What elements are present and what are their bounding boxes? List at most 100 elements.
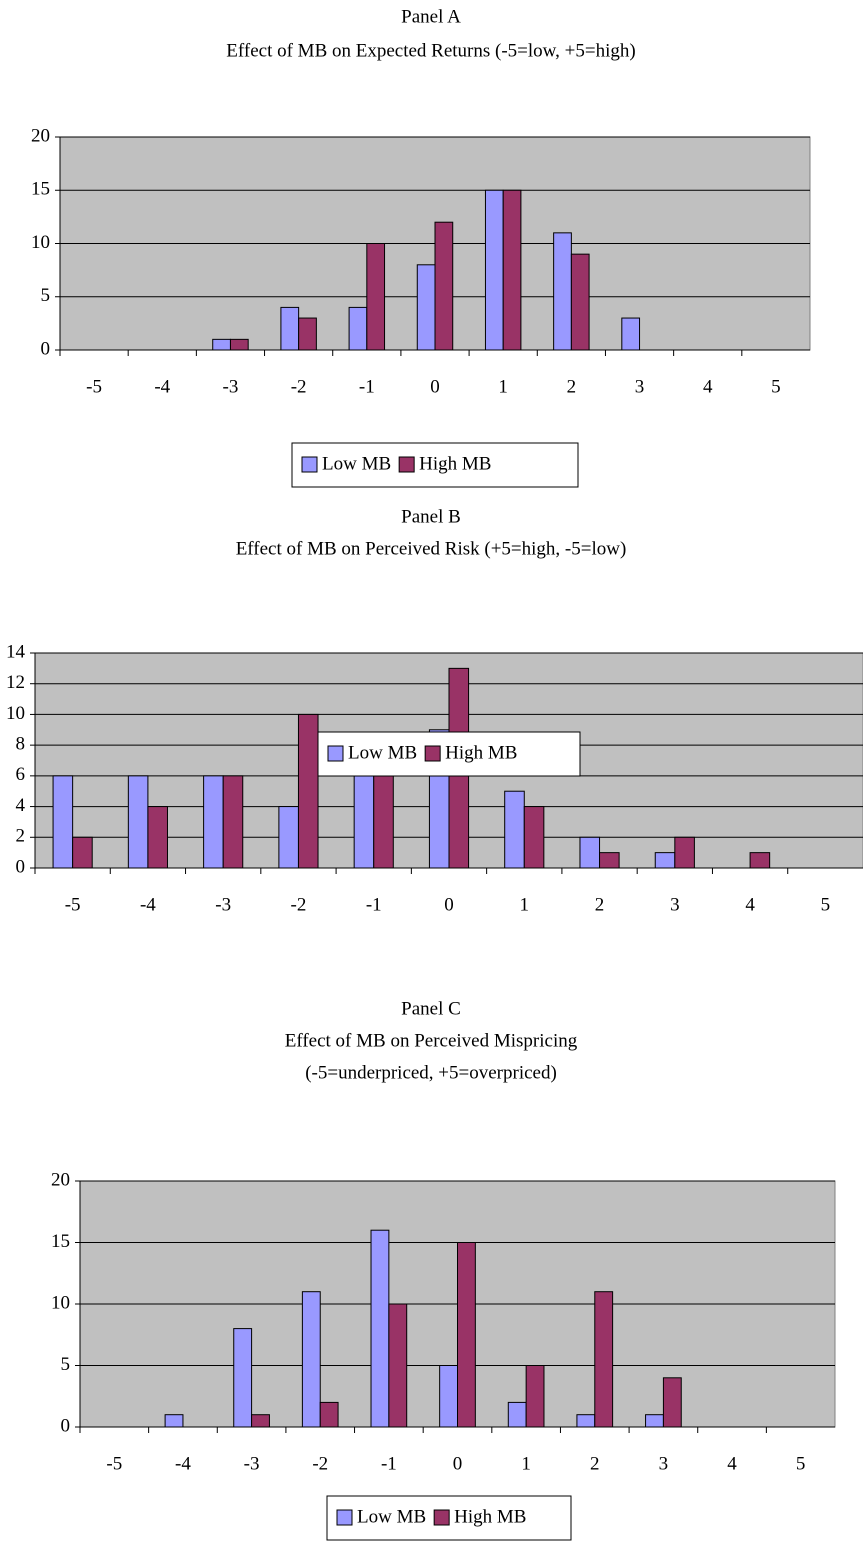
x-tick-label: 3 bbox=[659, 1453, 669, 1474]
y-tick-label: 0 bbox=[61, 1415, 71, 1436]
x-tick-label: 3 bbox=[670, 894, 680, 915]
legend-label: Low MB bbox=[348, 742, 417, 763]
y-tick-label: 15 bbox=[51, 1231, 70, 1252]
x-tick-label: 1 bbox=[520, 894, 530, 915]
bar bbox=[674, 836, 695, 869]
x-tick-label: -2 bbox=[291, 894, 307, 915]
y-tick-label: 10 bbox=[31, 232, 50, 253]
x-tick-label: 1 bbox=[498, 376, 508, 397]
x-tick-label: -1 bbox=[381, 1453, 397, 1474]
bar bbox=[370, 1229, 390, 1428]
y-tick-label: 8 bbox=[16, 734, 26, 755]
legend-swatch bbox=[398, 456, 415, 473]
y-tick-label: 5 bbox=[61, 1354, 71, 1375]
x-tick-label: -4 bbox=[140, 894, 156, 915]
x-tick-label: -1 bbox=[366, 894, 382, 915]
chart: Panel A Effect of MB on Expected Returns … bbox=[31, 6, 811, 488]
x-tick-label: 2 bbox=[567, 376, 577, 397]
legend-box bbox=[317, 731, 581, 777]
bar bbox=[570, 253, 590, 351]
bar bbox=[212, 338, 231, 351]
bar bbox=[164, 1414, 184, 1428]
x-tick-label: -3 bbox=[223, 376, 239, 397]
y-tick-label: 14 bbox=[6, 641, 26, 662]
x-tick-label: -5 bbox=[106, 1453, 122, 1474]
bar bbox=[319, 1401, 339, 1428]
bar bbox=[434, 221, 454, 351]
bar bbox=[525, 1365, 545, 1428]
bar bbox=[280, 306, 300, 351]
x-tick-label: -3 bbox=[244, 1453, 260, 1474]
x-tick-label: -1 bbox=[359, 376, 375, 397]
x-tick-label: -3 bbox=[215, 894, 231, 915]
bar bbox=[621, 317, 641, 351]
chart-title: Panel A bbox=[401, 6, 461, 27]
chart: Panel B Effect of MB on Perceived Risk (+… bbox=[6, 506, 863, 915]
y-tick-label: 10 bbox=[51, 1292, 70, 1313]
bar bbox=[599, 852, 620, 869]
y-tick-label: 20 bbox=[51, 1169, 70, 1190]
legend-swatch bbox=[336, 1509, 353, 1526]
legend-label: Low MB bbox=[322, 453, 391, 474]
bar bbox=[353, 760, 375, 869]
x-tick-label: 0 bbox=[453, 1453, 463, 1474]
x-tick-label: 5 bbox=[821, 894, 831, 915]
y-tick-label: 5 bbox=[41, 285, 51, 306]
bar bbox=[301, 1291, 321, 1428]
chart-subtitle: Effect of MB on Perceived Risk (+5=high,… bbox=[236, 538, 627, 559]
chart-subtitle: Effect of MB on Expected Returns (-5=low… bbox=[226, 40, 635, 61]
bar bbox=[662, 1377, 682, 1428]
bar bbox=[749, 852, 771, 869]
x-tick-label: -5 bbox=[86, 376, 102, 397]
x-tick-label: 3 bbox=[635, 376, 645, 397]
chart-title: Panel B bbox=[401, 506, 461, 527]
bar bbox=[576, 1414, 596, 1428]
legend-swatch bbox=[327, 745, 344, 762]
y-tick-label: 6 bbox=[16, 764, 26, 785]
bar bbox=[52, 775, 74, 869]
bar bbox=[594, 1291, 614, 1428]
legend-label: High MB bbox=[445, 742, 517, 763]
bar bbox=[72, 836, 93, 869]
y-tick-label: 0 bbox=[41, 338, 51, 359]
x-tick-label: 0 bbox=[430, 376, 440, 397]
bar bbox=[504, 790, 525, 869]
y-tick-label: 15 bbox=[31, 179, 50, 200]
bar bbox=[127, 775, 149, 869]
y-tick-label: 4 bbox=[16, 795, 26, 816]
bar bbox=[523, 806, 545, 869]
y-tick-label: 10 bbox=[6, 703, 25, 724]
bar bbox=[457, 1242, 476, 1428]
bar bbox=[366, 243, 386, 351]
legend-swatch bbox=[424, 745, 441, 762]
legend-label: High MB bbox=[454, 1506, 526, 1527]
bar bbox=[233, 1328, 253, 1428]
bar bbox=[298, 317, 317, 351]
bar bbox=[222, 775, 244, 869]
x-tick-label: -2 bbox=[291, 376, 307, 397]
chart: Panel C Effect of MB on Perceived Mispric… bbox=[51, 998, 836, 1541]
bar bbox=[502, 189, 522, 351]
chart-subtitle: Effect of MB on Perceived Mispricing bbox=[285, 1030, 578, 1051]
x-tick-label: 0 bbox=[444, 894, 454, 915]
bar bbox=[203, 775, 224, 869]
legend-label: Low MB bbox=[357, 1506, 426, 1527]
bar bbox=[416, 264, 436, 351]
chart-subtitle: (-5=underpriced, +5=overpriced) bbox=[305, 1062, 557, 1083]
x-tick-label: 4 bbox=[703, 376, 713, 397]
bar bbox=[229, 338, 249, 351]
x-tick-label: -5 bbox=[65, 894, 81, 915]
x-tick-label: 5 bbox=[771, 376, 781, 397]
legend-swatch bbox=[301, 456, 318, 473]
bar bbox=[484, 189, 504, 351]
bar bbox=[373, 760, 394, 869]
bar bbox=[348, 306, 368, 351]
y-tick-label: 0 bbox=[16, 856, 26, 877]
bar bbox=[439, 1365, 458, 1428]
legend-label: High MB bbox=[419, 453, 491, 474]
x-tick-label: 4 bbox=[745, 894, 755, 915]
bar bbox=[251, 1414, 270, 1428]
bar bbox=[388, 1303, 408, 1428]
y-tick-label: 20 bbox=[31, 125, 50, 146]
